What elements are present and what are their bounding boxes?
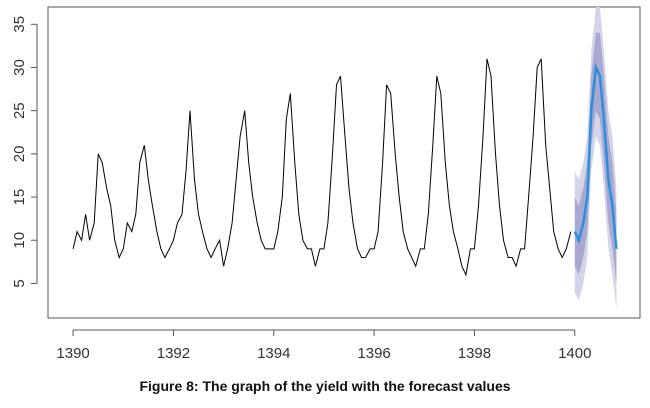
x-tick-label: 1400 (558, 345, 591, 362)
y-tick-label: 15 (11, 189, 28, 206)
y-tick-label: 20 (11, 146, 28, 163)
yield-forecast-chart: 1390 1392 1394 1396 1398 1400 5 10 15 20 25 30 35 (11, 6, 641, 362)
x-tick-label: 1394 (257, 345, 290, 362)
plot-frame (47, 6, 641, 319)
y-tick-label: 25 (11, 102, 28, 119)
x-axis: 1390 1392 1394 1396 1398 1400 (56, 329, 591, 362)
forecast-80-band (574, 32, 617, 284)
x-tick-label: 1396 (357, 345, 390, 362)
figure-caption: Figure 8: The graph of the yield with th… (139, 378, 511, 394)
y-tick-label: 10 (11, 232, 28, 249)
y-tick-label: 30 (11, 59, 28, 76)
forecast-line (573, 62, 618, 250)
y-axis: 5 10 15 20 25 30 35 (11, 16, 38, 288)
x-tick-label: 1398 (458, 345, 491, 362)
yield-series-layer (72, 58, 572, 277)
y-tick-label: 35 (11, 16, 28, 33)
x-tick-label: 1392 (157, 345, 190, 362)
forecast-80-interval (574, 32, 617, 284)
x-tick-label: 1390 (56, 345, 89, 362)
y-tick-label: 5 (11, 279, 28, 287)
yield-series-line (72, 58, 572, 277)
forecast-series-layer (573, 62, 618, 250)
